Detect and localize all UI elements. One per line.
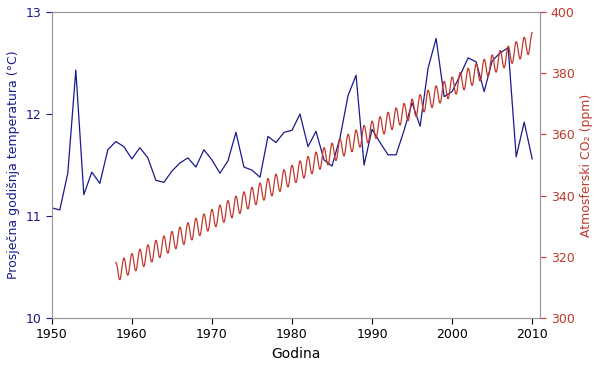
Y-axis label: Atmosferski CO₂ (ppm): Atmosferski CO₂ (ppm) [580,93,593,237]
X-axis label: Godina: Godina [271,347,320,361]
Y-axis label: Prosječna godišnja temperatura (°C): Prosječna godišnja temperatura (°C) [7,51,20,279]
